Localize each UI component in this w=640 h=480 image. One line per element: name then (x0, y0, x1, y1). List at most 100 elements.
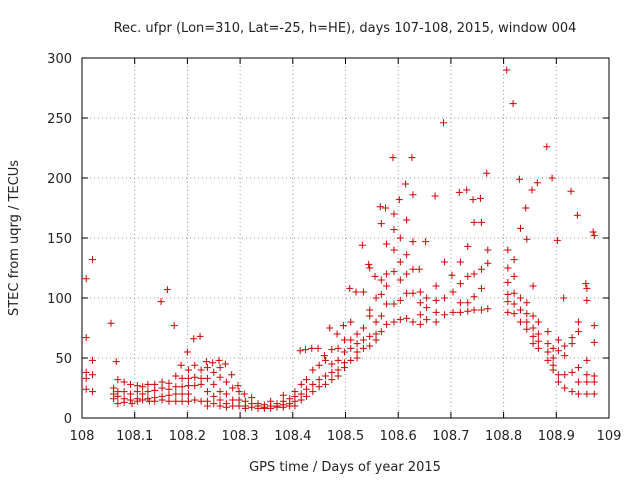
data-point (544, 356, 552, 364)
data-point (504, 246, 512, 254)
data-point (504, 264, 512, 272)
data-point (432, 282, 440, 290)
data-point (303, 392, 311, 400)
data-point (366, 332, 374, 340)
data-point (248, 394, 256, 402)
x-tick-label: 108.5 (327, 429, 364, 444)
data-point (583, 390, 591, 398)
data-point (365, 260, 373, 268)
data-point (216, 373, 224, 381)
data-point (347, 356, 355, 364)
data-points (82, 66, 598, 412)
data-point (560, 294, 568, 302)
data-point (309, 366, 317, 374)
data-point (353, 354, 361, 362)
data-point (403, 314, 411, 322)
data-point (403, 289, 411, 297)
data-point (432, 318, 440, 326)
data-point (548, 174, 556, 182)
data-point (554, 336, 562, 344)
data-point (510, 289, 518, 297)
data-point (523, 318, 531, 326)
data-point (235, 402, 243, 410)
data-point (241, 404, 249, 412)
data-point (484, 246, 492, 254)
data-point (333, 330, 341, 338)
data-point (197, 374, 205, 382)
data-point (165, 391, 173, 399)
data-point (456, 299, 464, 307)
data-point (544, 328, 552, 336)
data-point (582, 280, 590, 288)
data-point (510, 300, 518, 308)
data-point (203, 388, 211, 396)
data-point (315, 361, 323, 369)
x-tick-label: 108.1 (116, 429, 153, 444)
data-point (449, 288, 457, 296)
data-point (377, 312, 385, 320)
data-point (470, 270, 478, 278)
data-point (126, 380, 134, 388)
data-point (456, 258, 464, 266)
data-point (191, 373, 199, 381)
data-point (358, 241, 366, 249)
data-point (178, 390, 186, 398)
data-point (382, 204, 390, 212)
data-point (396, 234, 404, 242)
data-point (353, 330, 361, 338)
data-point (409, 289, 417, 297)
x-tick-label: 108.3 (221, 429, 258, 444)
chart-title: Rec. ufpr (Lon=310, Lat=-25, h=HE), days… (114, 21, 577, 36)
data-point (321, 356, 329, 364)
data-point (590, 390, 598, 398)
data-point (133, 382, 141, 390)
data-point (504, 278, 512, 286)
data-point (561, 342, 569, 350)
data-point (534, 337, 542, 345)
data-point (366, 312, 374, 320)
data-point (503, 66, 511, 74)
data-point (89, 256, 97, 264)
data-point (510, 256, 518, 264)
data-point (432, 296, 440, 304)
data-point (432, 308, 440, 316)
data-point (114, 392, 122, 400)
data-point (254, 404, 262, 412)
x-tick-label: 108 (70, 429, 95, 444)
data-point (359, 336, 367, 344)
data-point (340, 364, 348, 372)
data-point (464, 307, 472, 315)
data-point (561, 371, 569, 379)
data-point (554, 378, 562, 386)
data-point (408, 154, 416, 162)
data-point (390, 210, 398, 218)
data-point (82, 334, 90, 342)
data-point (534, 318, 542, 326)
data-point (449, 308, 457, 316)
data-point (210, 400, 218, 408)
data-point (372, 336, 380, 344)
data-point (82, 374, 90, 382)
data-point (463, 186, 471, 194)
data-point (583, 356, 591, 364)
data-point (504, 298, 512, 306)
data-point (234, 382, 242, 390)
data-point (568, 340, 576, 348)
data-point (334, 366, 342, 374)
data-point (574, 390, 582, 398)
data-point (334, 356, 342, 364)
data-point (470, 293, 478, 301)
y-tick-label: 300 (47, 52, 72, 67)
data-point (402, 180, 410, 188)
data-point (359, 324, 367, 332)
data-point (178, 397, 186, 405)
data-point (260, 404, 268, 412)
data-point (509, 100, 517, 108)
data-point (120, 388, 128, 396)
data-point (197, 397, 205, 405)
data-point (396, 276, 404, 284)
data-point (89, 371, 97, 379)
data-point (158, 378, 166, 386)
data-point (347, 336, 355, 344)
data-point (114, 400, 122, 408)
